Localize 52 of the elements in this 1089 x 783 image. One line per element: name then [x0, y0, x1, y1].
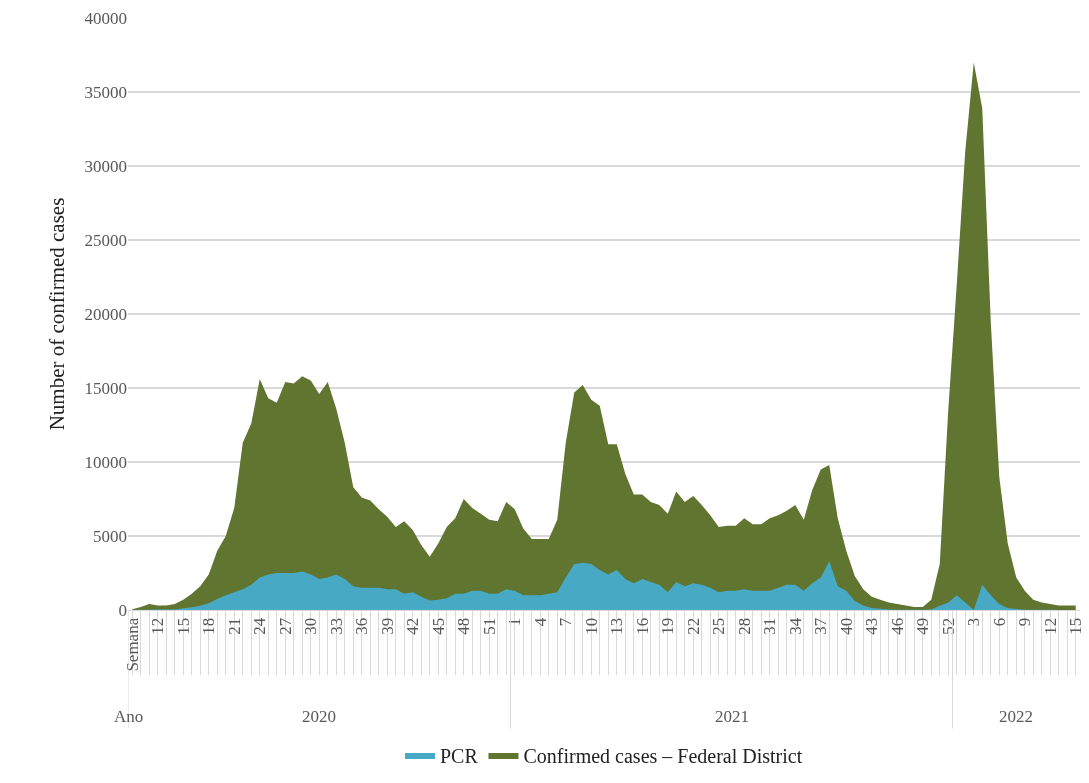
y-tick-label: 35000	[84, 82, 127, 102]
x-tick-label: 13	[607, 617, 627, 635]
x-tick-label: 34	[785, 617, 805, 635]
x-tick-label: 31	[760, 617, 780, 635]
x-tick-label: 16	[632, 617, 652, 635]
x-tick-label: 7	[556, 617, 576, 627]
x-tick-label: 3	[964, 617, 984, 627]
y-tick-label: 25000	[84, 230, 127, 250]
x-tick-label: 46	[887, 617, 907, 635]
y-tick-label: 5000	[93, 526, 127, 546]
x-tick-label: 9	[1015, 617, 1035, 627]
x-tick-label: 30	[301, 617, 321, 635]
x-tick-label: 25	[709, 617, 729, 635]
legend-label: Confirmed cases – Federal District	[523, 744, 803, 767]
text: Ano	[114, 707, 144, 726]
y-tick-label: 30000	[84, 156, 127, 176]
y-tick-label: 15000	[84, 378, 127, 398]
x-tick-label: 40	[836, 617, 856, 635]
x-tick-label: 22	[683, 617, 703, 635]
x-tick-label: 45	[428, 617, 448, 635]
x-tick-label: 10	[581, 617, 601, 635]
x-tick-label: 21	[224, 617, 244, 635]
x-tick-label: 19	[658, 617, 678, 635]
x-tick-label: Semana	[122, 617, 142, 672]
y-tick-label: 0	[118, 600, 127, 620]
y-tick-label: 20000	[84, 304, 127, 324]
text: 2021	[715, 707, 749, 726]
x-tick-label: 15	[173, 617, 193, 635]
x-tick-label: 43	[862, 617, 882, 635]
text: 2022	[999, 707, 1033, 726]
x-tick-label: 12	[148, 617, 168, 635]
x-tick-label: 33	[326, 617, 346, 635]
y-tick-label: 40000	[84, 8, 127, 28]
x-tick-label: 42	[403, 617, 423, 635]
x-tick-label: 39	[377, 617, 397, 635]
x-tick-label: 48	[454, 617, 474, 635]
y-tick-label: 10000	[84, 452, 127, 472]
x-tick-label: 24	[250, 617, 270, 635]
x-tick-label: 18	[199, 617, 219, 635]
x-tick-label: 49	[913, 617, 933, 635]
y-axis-title: Number of confirmed cases	[44, 197, 69, 431]
text: 2020	[302, 707, 336, 726]
x-tick-label: 28	[734, 617, 754, 635]
x-tick-label: 51	[479, 617, 499, 635]
x-tick-label: 6	[989, 617, 1009, 627]
x-tick-label: 36	[352, 617, 372, 635]
legend-label: PCR	[440, 744, 479, 767]
x-tick-label: 4	[530, 617, 550, 627]
x-tick-label: 37	[811, 617, 831, 635]
x-tick-label: 15	[1066, 617, 1086, 635]
x-tick-label: 27	[275, 617, 295, 635]
x-tick-label: 12	[1040, 617, 1060, 635]
